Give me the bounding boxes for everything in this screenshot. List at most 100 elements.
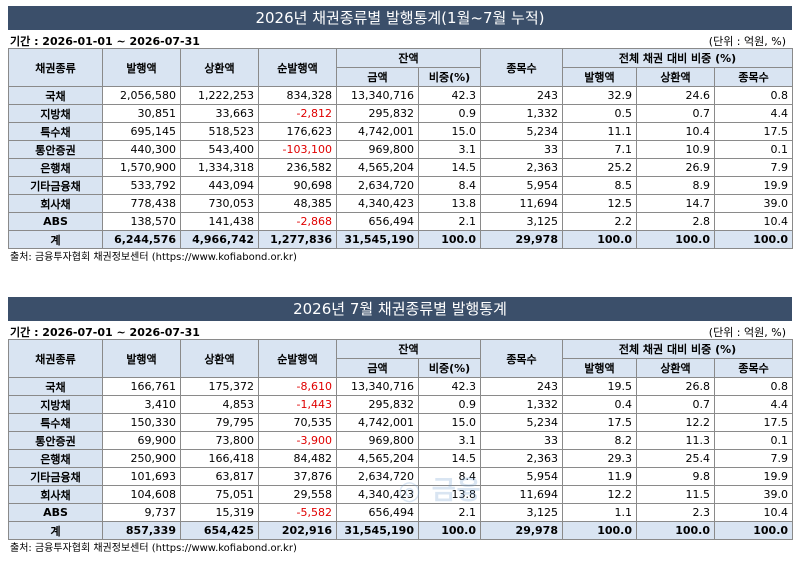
row-type: ABS [8,212,103,231]
total-label: 계 [8,521,103,540]
row-share-count: 7.9 [713,449,794,468]
total-issue: 857,339 [102,521,181,540]
table-title: 2026년 7월 채권종류별 발행통계 [8,297,792,321]
row-share-issue: 29.3 [562,449,637,468]
row-share-redeem: 25.4 [636,449,715,468]
table-row: 은행채 250,900 166,418 84,482 4,565,204 14.5 2,36… [8,449,794,468]
row-share-count: 4.4 [713,104,794,123]
row-ratio: 8.4 [418,176,481,195]
cumulative-stats-section: 2026년 채권종류별 발행통계(1월~7월 누적) 기간 : 2026-01-0… [8,6,794,267]
row-redeem: 33,663 [180,104,259,123]
row-count: 243 [480,377,563,396]
row-ratio: 14.5 [418,158,481,177]
total-count: 29,978 [480,230,563,249]
row-type: 통안증권 [8,431,103,450]
row-share-issue: 7.1 [562,140,637,159]
header-issue: 발행액 [102,339,181,378]
row-ratio: 0.9 [418,104,481,123]
row-net: -103,100 [258,140,337,159]
total-share-issue: 100.0 [562,230,637,249]
stats-table: 채권종류 발행액 상환액 순발행액 잔액 종목수 전체 채권 대비 비중 (%) 금액 비중(%… [8,48,794,249]
row-type: 기타금융채 [8,467,103,486]
row-ratio: 42.3 [418,86,481,105]
row-issue: 104,608 [102,485,181,504]
header-share-count: 종목수 [713,358,794,378]
row-share-issue: 0.4 [562,395,637,414]
total-count: 29,978 [480,521,563,540]
row-redeem: 1,222,253 [180,86,259,105]
row-type: 특수채 [8,413,103,432]
row-share-issue: 25.2 [562,158,637,177]
row-type: 특수채 [8,122,103,141]
row-share-count: 17.5 [713,122,794,141]
row-ratio: 0.9 [418,395,481,414]
header-share-redeem: 상환액 [636,358,715,378]
row-net: -3,900 [258,431,337,450]
row-redeem: 79,795 [180,413,259,432]
row-type: 회사채 [8,194,103,213]
row-net: 37,876 [258,467,337,486]
row-net: -5,582 [258,503,337,522]
row-net: 84,482 [258,449,337,468]
total-share-count: 100.0 [713,521,794,540]
total-share-count: 100.0 [713,230,794,249]
row-share-redeem: 11.5 [636,485,715,504]
row-amount: 295,832 [336,104,419,123]
row-amount: 2,634,720 [336,176,419,195]
header-redeem: 상환액 [180,48,259,87]
row-ratio: 3.1 [418,431,481,450]
row-redeem: 75,051 [180,485,259,504]
row-amount: 4,565,204 [336,158,419,177]
table-row: 통안증권 69,900 73,800 -3,900 969,800 3.1 33 8.2 11.… [8,431,794,450]
row-share-redeem: 12.2 [636,413,715,432]
row-net: -1,443 [258,395,337,414]
header-balance-amount: 금액 [336,358,419,378]
row-redeem: 63,817 [180,467,259,486]
row-net: 90,698 [258,176,337,195]
row-type: 지방채 [8,395,103,414]
header-type: 채권종류 [8,48,103,87]
header-share-issue: 발행액 [562,358,637,378]
row-type: 국채 [8,86,103,105]
row-redeem: 15,319 [180,503,259,522]
table-row: 기타금융채 101,693 63,817 37,876 2,634,720 8.4 5,95… [8,467,794,486]
row-amount: 656,494 [336,503,419,522]
total-redeem: 654,425 [180,521,259,540]
row-ratio: 3.1 [418,140,481,159]
row-amount: 969,800 [336,431,419,450]
table-row: 특수채 150,330 79,795 70,535 4,742,001 15.0 5,234… [8,413,794,432]
row-issue: 101,693 [102,467,181,486]
header-redeem: 상환액 [180,339,259,378]
row-share-issue: 11.9 [562,467,637,486]
row-issue: 3,410 [102,395,181,414]
row-ratio: 2.1 [418,503,481,522]
header-balance-ratio: 비중(%) [418,358,481,378]
row-share-redeem: 8.9 [636,176,715,195]
row-type: 국채 [8,377,103,396]
row-amount: 13,340,716 [336,377,419,396]
row-share-redeem: 26.9 [636,158,715,177]
row-amount: 4,340,423 [336,194,419,213]
row-share-redeem: 11.3 [636,431,715,450]
table-row: 회사채 778,438 730,053 48,385 4,340,423 13.8 11,6… [8,194,794,213]
row-share-count: 10.4 [713,503,794,522]
row-net: 29,558 [258,485,337,504]
row-share-count: 19.9 [713,467,794,486]
row-share-redeem: 10.4 [636,122,715,141]
total-share-redeem: 100.0 [636,230,715,249]
row-ratio: 13.8 [418,485,481,504]
row-share-issue: 8.5 [562,176,637,195]
subheader-row: 금액 비중(%) 발행액 상환액 종목수 [9,67,794,87]
row-redeem: 518,523 [180,122,259,141]
row-count: 11,694 [480,194,563,213]
period-label: 기간 : 2026-01-01 ~ 2026-07-31 [10,35,200,48]
row-issue: 778,438 [102,194,181,213]
row-share-redeem: 2.3 [636,503,715,522]
total-amount: 31,545,190 [336,521,419,540]
row-issue: 440,300 [102,140,181,159]
row-ratio: 8.4 [418,467,481,486]
row-type: 회사채 [8,485,103,504]
total-amount: 31,545,190 [336,230,419,249]
total-share-redeem: 100.0 [636,521,715,540]
row-ratio: 15.0 [418,413,481,432]
